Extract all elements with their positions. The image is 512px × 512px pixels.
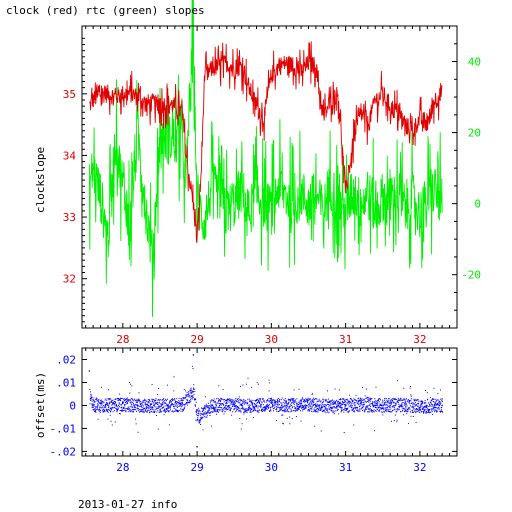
offset-point	[107, 404, 109, 407]
offset-point	[300, 400, 302, 402]
offset-point	[344, 404, 347, 407]
offset-point	[166, 404, 169, 407]
y-tick-label: 32	[63, 273, 76, 286]
y-tick-label: .02	[56, 353, 76, 366]
offset-axes: 28 29 30 31 32 -.02 -.01 0 .01 .02	[50, 347, 458, 474]
offset-point	[196, 446, 198, 448]
slopes-axes: 28 29 30 31 32 32 33 34 35 -20 0 20 40	[63, 25, 481, 346]
y2-tick-label: 20	[468, 127, 481, 140]
offset-point	[122, 402, 124, 404]
clock-line	[89, 41, 443, 243]
x-tick-label: 29	[190, 461, 203, 474]
offset-point	[211, 404, 213, 407]
x-tick-label: 31	[339, 333, 352, 346]
offset-point	[255, 404, 258, 407]
x-tick-label: 30	[265, 333, 278, 346]
offset-ylabel: offset(ms)	[34, 372, 47, 438]
offset-series	[88, 354, 444, 448]
rtc-line	[88, 0, 443, 318]
y-tick-label: 33	[63, 211, 76, 224]
offset-point	[192, 354, 195, 356]
offset-point	[374, 404, 377, 407]
offset-panel: 28 29 30 31 32 -.02 -.01 0 .01 .02 offset(ms)	[34, 347, 458, 474]
x-tick-label: 32	[413, 461, 426, 474]
offset-point	[270, 402, 273, 404]
slopes-ylabel: clockslope	[34, 147, 47, 213]
offset-points	[89, 365, 444, 433]
offset-point	[330, 406, 332, 409]
offset-point	[181, 402, 183, 404]
y-tick-label: -.01	[50, 422, 77, 435]
footer-caption: 2013-01-27 info	[78, 498, 178, 511]
offset-point	[433, 404, 436, 407]
slopes-panel: 28 29 30 31 32 32 33 34 35 -20 0 20 40 clockslope	[34, 0, 481, 346]
offset-point	[404, 402, 406, 404]
offset-point	[88, 370, 91, 372]
x-tick-label: 32	[413, 333, 426, 346]
y-tick-label: -.02	[50, 445, 77, 458]
x-tick-label: 28	[116, 333, 129, 346]
offset-point	[441, 404, 443, 407]
chart-title: clock (red) rtc (green) slopes	[6, 4, 205, 17]
x-tick-label: 28	[116, 461, 129, 474]
offset-frame	[81, 347, 458, 457]
offset-point	[315, 404, 317, 407]
x-tick-label: 31	[339, 461, 352, 474]
offset-point	[226, 402, 228, 404]
clock-series	[89, 41, 443, 243]
y2-tick-label: 0	[474, 198, 481, 211]
y2-tick-label: 40	[468, 56, 481, 69]
y-tick-label: 0	[69, 399, 76, 412]
slopes-frame	[81, 25, 458, 329]
y-tick-label: 35	[63, 88, 76, 101]
y-tick-label: .01	[56, 376, 76, 389]
y-tick-label: 34	[63, 149, 77, 162]
offset-point	[419, 409, 421, 411]
offset-point	[359, 402, 362, 404]
x-tick-label: 29	[190, 333, 203, 346]
offset-point	[151, 406, 154, 409]
offset-point	[92, 404, 94, 407]
x-tick-label: 30	[265, 461, 278, 474]
offset-point	[389, 404, 392, 407]
offset-point	[240, 404, 243, 407]
offset-point	[285, 404, 288, 407]
y2-tick-label: -20	[461, 269, 481, 282]
offset-point	[136, 404, 139, 407]
rtc-series	[88, 0, 443, 318]
